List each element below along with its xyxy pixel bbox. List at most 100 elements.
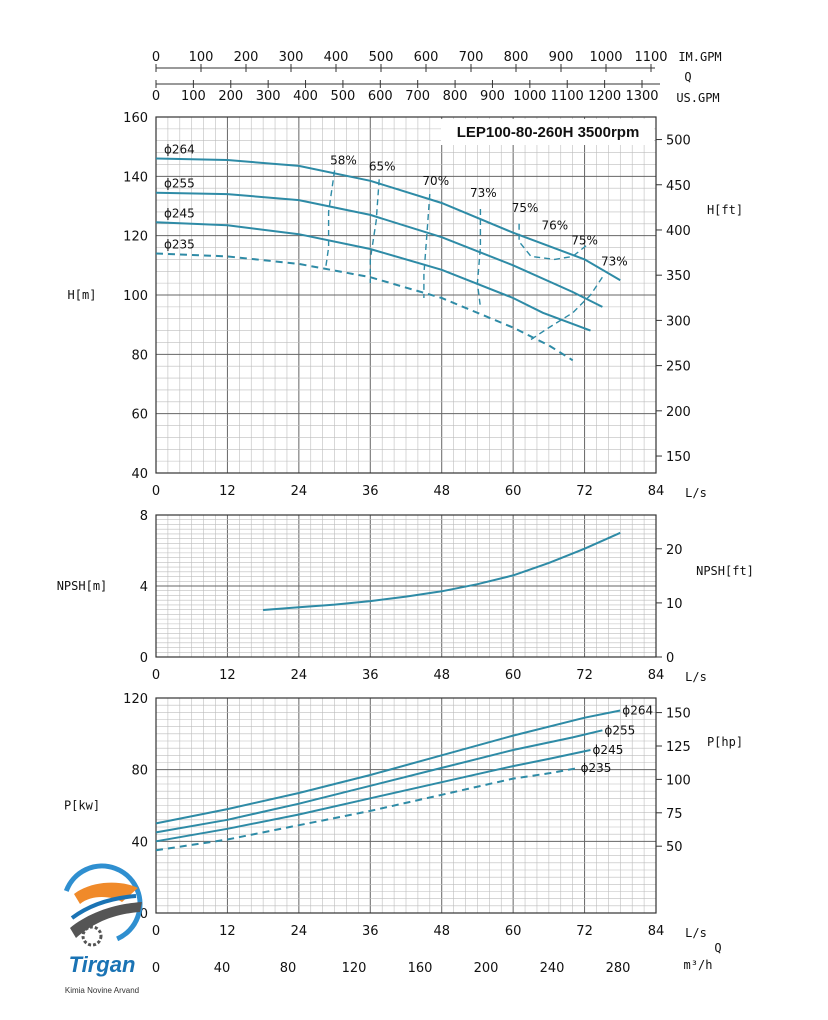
- top-axis-us-tick-label: 1300: [625, 89, 658, 104]
- x-tick-label: 84: [648, 924, 665, 939]
- y2-tick-label: 250: [666, 360, 691, 375]
- y2-tick-label: 350: [666, 269, 691, 284]
- x-tick-label: 12: [219, 484, 236, 499]
- series-line-1-0: [263, 531, 621, 611]
- bottom-axis-m3h-tick-label: 160: [408, 961, 433, 976]
- efficiency-label: 73%: [470, 186, 497, 200]
- y-axis-label: P[kw]: [64, 799, 100, 813]
- y-axis-label: NPSH[m]: [57, 579, 108, 593]
- efficiency-label: 73%: [601, 254, 628, 268]
- logo-tagline: Kimia Novine Arvand: [64, 986, 140, 995]
- top-axis-im-tick-label: 0: [152, 50, 160, 65]
- top-axis-im-label: IM.GPM: [678, 50, 721, 64]
- x-axis-unit-label: L/s: [685, 926, 707, 940]
- x-tick-label: 84: [648, 484, 665, 499]
- x-tick-label: 12: [219, 668, 236, 683]
- efficiency-label: 75%: [571, 234, 598, 248]
- top-axis-us-tick-label: 600: [368, 89, 393, 104]
- series-line-2-3: [155, 766, 579, 852]
- top-axis-im-tick-label: 900: [549, 50, 574, 65]
- y2-tick-label: 500: [666, 134, 691, 149]
- bottom-axis-m3h-tick-label: 40: [214, 961, 231, 976]
- x-tick-label: 48: [433, 668, 450, 683]
- x-tick-label: 60: [505, 668, 522, 683]
- top-axis-us-tick-label: 1200: [588, 89, 621, 104]
- series-line-0-0: [155, 157, 621, 282]
- x-tick-label: 24: [291, 484, 308, 499]
- y2-tick-label: 125: [666, 740, 691, 755]
- series-label: ϕ235: [164, 237, 195, 251]
- y-tick-label: 120: [123, 692, 148, 707]
- y-tick-label: 40: [131, 835, 148, 850]
- x-tick-label: 72: [576, 668, 593, 683]
- top-axis-us-label: US.GPM: [676, 91, 719, 105]
- efficiency-label: 58%: [330, 153, 357, 167]
- top-axis-im-tick-label: 200: [234, 50, 259, 65]
- bottom-axis-m3h-tick-label: 200: [474, 961, 499, 976]
- efficiency-label: 70%: [422, 174, 449, 188]
- panel-0-frame: [155, 116, 657, 474]
- x-tick-label: 0: [152, 484, 160, 499]
- x-tick-label: 84: [648, 668, 665, 683]
- efficiency-contour-5: [530, 276, 603, 341]
- top-axis-im-tick-label: 800: [504, 50, 529, 65]
- y-tick-label: 80: [131, 764, 148, 779]
- series-line-2-2: [155, 749, 591, 843]
- y-tick-label: 0: [140, 907, 148, 922]
- series-label: ϕ255: [604, 723, 635, 737]
- series-label: ϕ235: [581, 761, 612, 775]
- y2-tick-label: 20: [666, 543, 683, 558]
- company-logo: [52, 858, 152, 998]
- y-axis-label: H[m]: [68, 288, 97, 302]
- y2-tick-label: 100: [666, 773, 691, 788]
- x-tick-label: 60: [505, 484, 522, 499]
- y2-axis-label: P[hp]: [707, 735, 743, 749]
- top-axis-im-tick-label: 1000: [589, 50, 622, 65]
- top-axis-im-tick-label: 500: [369, 50, 394, 65]
- y2-tick-label: 200: [666, 405, 691, 420]
- top-axis-us-tick-label: 500: [331, 89, 356, 104]
- x-tick-label: 48: [433, 924, 450, 939]
- y2-tick-label: 400: [666, 224, 691, 239]
- efficiency-contour-1: [369, 179, 380, 284]
- top-axis-us-tick-label: 400: [293, 89, 318, 104]
- bottom-axis-unit-label: m³/h: [684, 958, 713, 972]
- x-tick-label: 24: [291, 924, 308, 939]
- y2-tick-label: 75: [666, 807, 683, 822]
- y-tick-label: 160: [123, 111, 148, 126]
- series-label: ϕ245: [164, 206, 195, 220]
- x-tick-label: 36: [362, 668, 379, 683]
- y-tick-label: 0: [140, 651, 148, 666]
- x-tick-label: 72: [576, 924, 593, 939]
- panel-1-frame: [155, 514, 657, 658]
- efficiency-label: 65%: [369, 159, 396, 173]
- series-line-0-3: [155, 252, 574, 362]
- y-tick-label: 120: [123, 230, 148, 245]
- x-axis-unit-label: L/s: [685, 486, 707, 500]
- series-line-2-1: [155, 729, 603, 834]
- series-label: ϕ255: [164, 177, 195, 191]
- panel-0-grid: [155, 116, 657, 474]
- top-axis-us-tick-label: 1000: [513, 89, 546, 104]
- series-line-2-0: [155, 709, 621, 825]
- top-axis-us-tick-label: 800: [443, 89, 468, 104]
- efficiency-contour-4: [518, 223, 588, 261]
- bottom-axis-m3h-tick-label: 80: [280, 961, 297, 976]
- y2-tick-label: 300: [666, 314, 691, 329]
- panel-1-grid: [155, 514, 657, 658]
- top-axis-us-tick-label: 100: [181, 89, 206, 104]
- x-axis-unit-label: L/s: [685, 670, 707, 684]
- title-background: [441, 119, 654, 145]
- x-tick-label: 36: [362, 924, 379, 939]
- y-tick-label: 100: [123, 289, 148, 304]
- chart-title: LEP100-80-260H 3500rpm: [457, 124, 640, 141]
- series-line-0-2: [155, 221, 591, 332]
- top-axis-us-tick-label: 0: [152, 89, 160, 104]
- bottom-axis-m3h-tick-label: 0: [152, 961, 160, 976]
- top-axis-im-tick-label: 700: [459, 50, 484, 65]
- x-tick-label: 0: [152, 924, 160, 939]
- efficiency-label: 76%: [541, 219, 568, 233]
- x-tick-label: 36: [362, 484, 379, 499]
- y2-tick-label: 10: [666, 597, 683, 612]
- y2-axis-label: NPSH[ft]: [696, 564, 754, 578]
